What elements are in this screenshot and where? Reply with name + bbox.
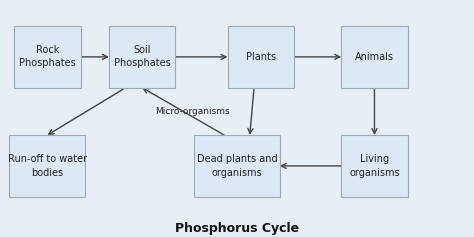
FancyBboxPatch shape bbox=[341, 135, 408, 197]
Text: Run-off to water
bodies: Run-off to water bodies bbox=[8, 154, 87, 178]
Text: Animals: Animals bbox=[355, 52, 394, 62]
FancyBboxPatch shape bbox=[109, 26, 175, 88]
FancyBboxPatch shape bbox=[228, 26, 294, 88]
Text: Rock
Phosphates: Rock Phosphates bbox=[19, 45, 76, 68]
FancyBboxPatch shape bbox=[341, 26, 408, 88]
Text: Soil
Phosphates: Soil Phosphates bbox=[114, 45, 171, 68]
Text: Living
organisms: Living organisms bbox=[349, 154, 400, 178]
Text: Dead plants and
organisms: Dead plants and organisms bbox=[197, 154, 277, 178]
Text: Plants: Plants bbox=[246, 52, 276, 62]
Text: Phosphorus Cycle: Phosphorus Cycle bbox=[175, 222, 299, 235]
FancyBboxPatch shape bbox=[9, 135, 85, 197]
Text: Micro-organisms: Micro-organisms bbox=[155, 107, 229, 116]
FancyBboxPatch shape bbox=[194, 135, 280, 197]
FancyBboxPatch shape bbox=[14, 26, 81, 88]
